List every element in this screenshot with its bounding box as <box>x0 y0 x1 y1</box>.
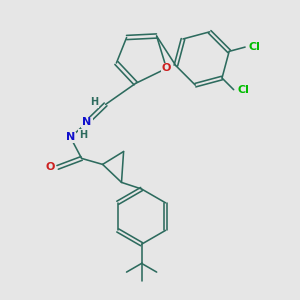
Text: O: O <box>162 63 171 74</box>
Text: N: N <box>66 132 75 142</box>
Text: N: N <box>82 117 91 128</box>
Text: H: H <box>90 97 98 107</box>
Text: O: O <box>45 162 55 172</box>
Text: H: H <box>79 130 87 140</box>
Text: Cl: Cl <box>249 42 261 52</box>
Text: Cl: Cl <box>237 85 249 95</box>
